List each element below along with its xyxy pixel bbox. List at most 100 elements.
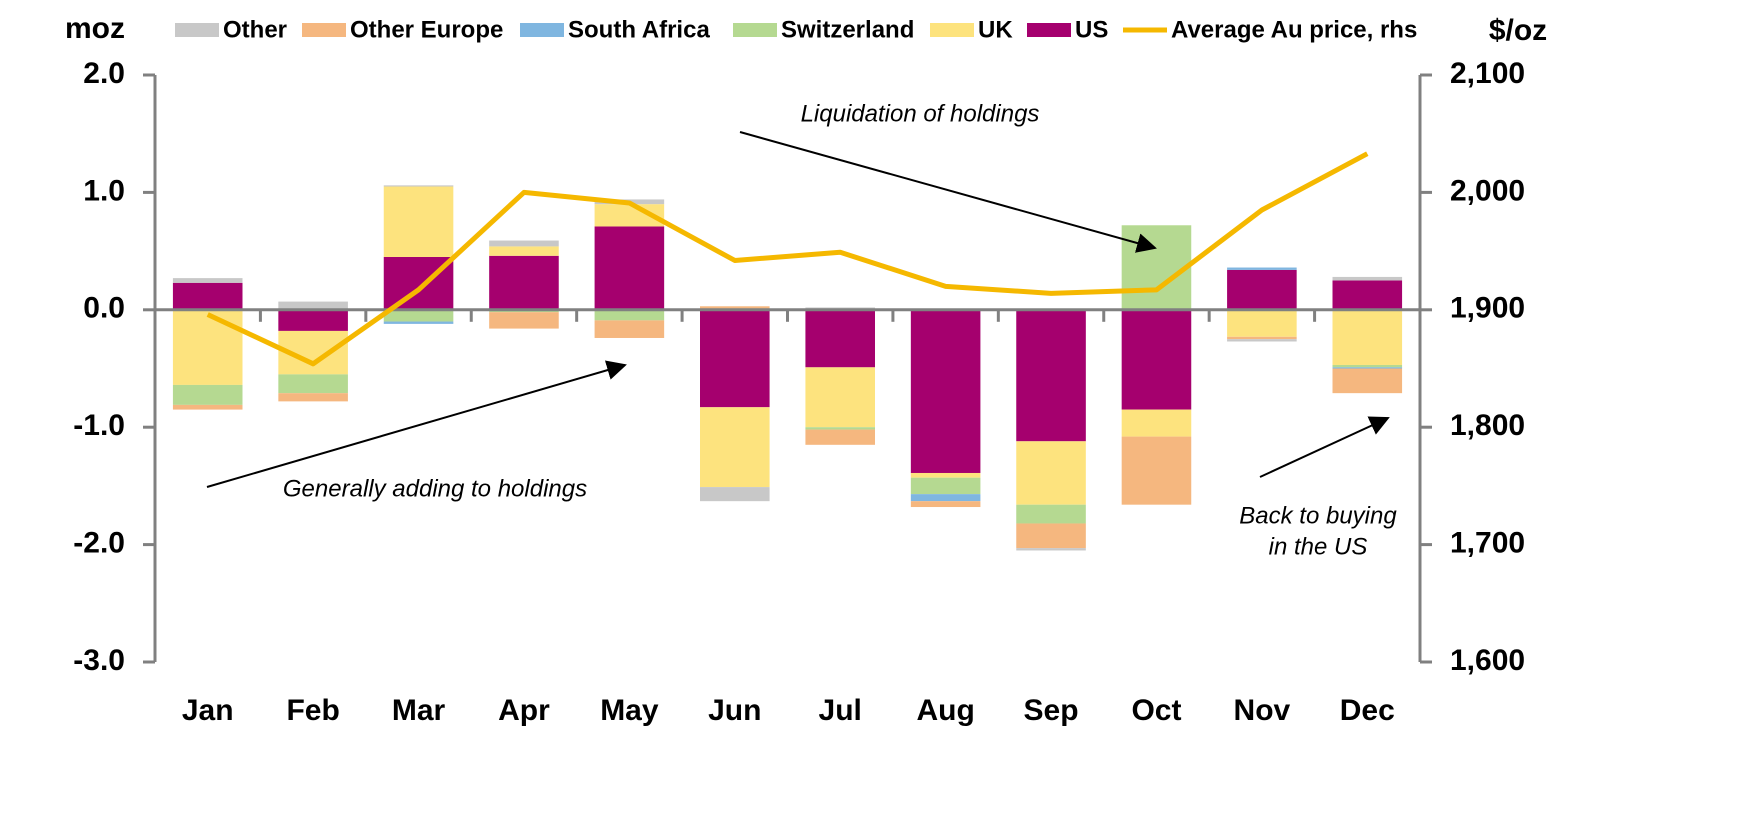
bar-segment xyxy=(278,301,348,310)
bar-segment xyxy=(172,384,243,405)
x-tick-label: Aug xyxy=(916,694,974,727)
arrow xyxy=(206,360,627,488)
bar-segment xyxy=(1016,523,1086,549)
legend-label: Switzerland xyxy=(781,16,914,43)
bar-segment xyxy=(489,246,559,256)
bar-segment xyxy=(1121,309,1192,410)
bar-segment xyxy=(1227,269,1297,310)
bar-segment xyxy=(805,309,875,368)
bar-segment xyxy=(1332,309,1403,365)
y2-tick-label: 1,600 xyxy=(1450,644,1525,677)
bar-segment xyxy=(1016,504,1086,524)
y2-tick-label: 1,800 xyxy=(1450,409,1525,442)
bar-segment xyxy=(1332,367,1403,369)
x-tick-label: Mar xyxy=(392,694,446,727)
bar-segment xyxy=(489,312,559,329)
x-tick-label: Dec xyxy=(1340,694,1395,727)
bar-segment xyxy=(489,255,559,310)
bar-segment xyxy=(910,477,981,495)
legend-label: Other Europe xyxy=(350,16,503,43)
x-tick-label: Oct xyxy=(1131,694,1181,727)
y-tick-label: -1.0 xyxy=(73,409,125,442)
legend-label: Other xyxy=(223,16,287,43)
bar-segment xyxy=(172,278,243,283)
bar-segment xyxy=(910,472,981,478)
bar-segment xyxy=(700,407,770,488)
bar-segment xyxy=(594,320,665,338)
y-tick-label: -2.0 xyxy=(73,527,125,560)
bar-segment xyxy=(805,429,875,445)
bar-segment xyxy=(278,374,348,394)
price-line xyxy=(206,151,1369,367)
bar-segment xyxy=(383,309,454,322)
y-tick-label: 2.0 xyxy=(83,57,125,90)
legend-swatch xyxy=(520,23,564,37)
y2-tick-label: 2,100 xyxy=(1450,57,1525,90)
bar-segment xyxy=(1121,225,1192,310)
bar-segment xyxy=(700,487,770,502)
x-tick-label: Apr xyxy=(498,694,550,727)
annotation: Generally adding to holdings xyxy=(283,475,587,502)
bar-segment xyxy=(383,321,454,324)
bar-segment xyxy=(1332,368,1403,394)
bar-segment xyxy=(700,306,770,310)
y2-tick-label: 2,000 xyxy=(1450,174,1525,207)
bar-segment xyxy=(805,427,875,430)
legend-label: Average Au price, rhs xyxy=(1171,16,1417,43)
bar-segment xyxy=(910,501,981,508)
bars xyxy=(172,185,1403,551)
legend-swatch xyxy=(733,23,777,37)
annotation: Liquidation of holdings xyxy=(801,100,1040,127)
x-tick-label: Jan xyxy=(182,694,234,727)
bar-segment xyxy=(383,186,454,257)
legend-swatch xyxy=(930,23,974,37)
legend-label: US xyxy=(1075,16,1108,43)
x-tick-label: Nov xyxy=(1234,694,1291,727)
bar-segment xyxy=(1227,336,1297,340)
arrow xyxy=(739,131,1157,253)
bar-segment xyxy=(1332,276,1403,281)
annotation: Back to buying xyxy=(1239,502,1397,529)
bar-segment xyxy=(1121,409,1192,437)
bar-segment xyxy=(1016,309,1086,442)
bar-segment xyxy=(1332,364,1403,368)
bar-segment xyxy=(910,309,981,473)
bar-segment xyxy=(172,309,243,385)
bar-segment xyxy=(1227,339,1297,342)
x-tick-label: Feb xyxy=(286,694,339,727)
arrow xyxy=(1259,416,1390,478)
bar-segment xyxy=(1332,280,1403,310)
legend-swatch xyxy=(1027,23,1071,37)
annotation: in the US xyxy=(1269,533,1368,560)
bar-segment xyxy=(594,226,665,310)
y2-tick-label: 1,900 xyxy=(1450,292,1525,325)
y-axis-label: moz xyxy=(65,12,125,45)
legend-swatch xyxy=(175,23,219,37)
bar-segment xyxy=(172,404,243,410)
bar-segment xyxy=(1121,436,1192,505)
legend-label: UK xyxy=(978,16,1013,43)
bar-segment xyxy=(805,367,875,428)
x-tick-label: Sep xyxy=(1024,694,1079,727)
bar-segment xyxy=(278,393,348,402)
bar-segment xyxy=(910,494,981,502)
y2-axis-label: $/oz xyxy=(1489,14,1547,47)
bar-segment xyxy=(700,309,770,408)
bar-segment xyxy=(383,185,454,187)
bar-segment xyxy=(1227,309,1297,337)
legend-label: South Africa xyxy=(568,16,710,43)
y-tick-label: 0.0 xyxy=(83,292,125,325)
bar-segment xyxy=(172,282,243,310)
bar-segment xyxy=(1227,267,1297,270)
x-tick-label: Jul xyxy=(819,694,862,727)
bar-segment xyxy=(1016,441,1086,505)
bar-segment xyxy=(278,309,348,331)
bar-segment xyxy=(1016,548,1086,551)
bar-segment xyxy=(489,240,559,247)
y-tick-label: 1.0 xyxy=(83,174,125,207)
bar-segment xyxy=(594,309,665,321)
y2-tick-label: 1,700 xyxy=(1450,527,1525,560)
y-tick-label: -3.0 xyxy=(73,644,125,677)
x-tick-label: Jun xyxy=(708,694,761,727)
